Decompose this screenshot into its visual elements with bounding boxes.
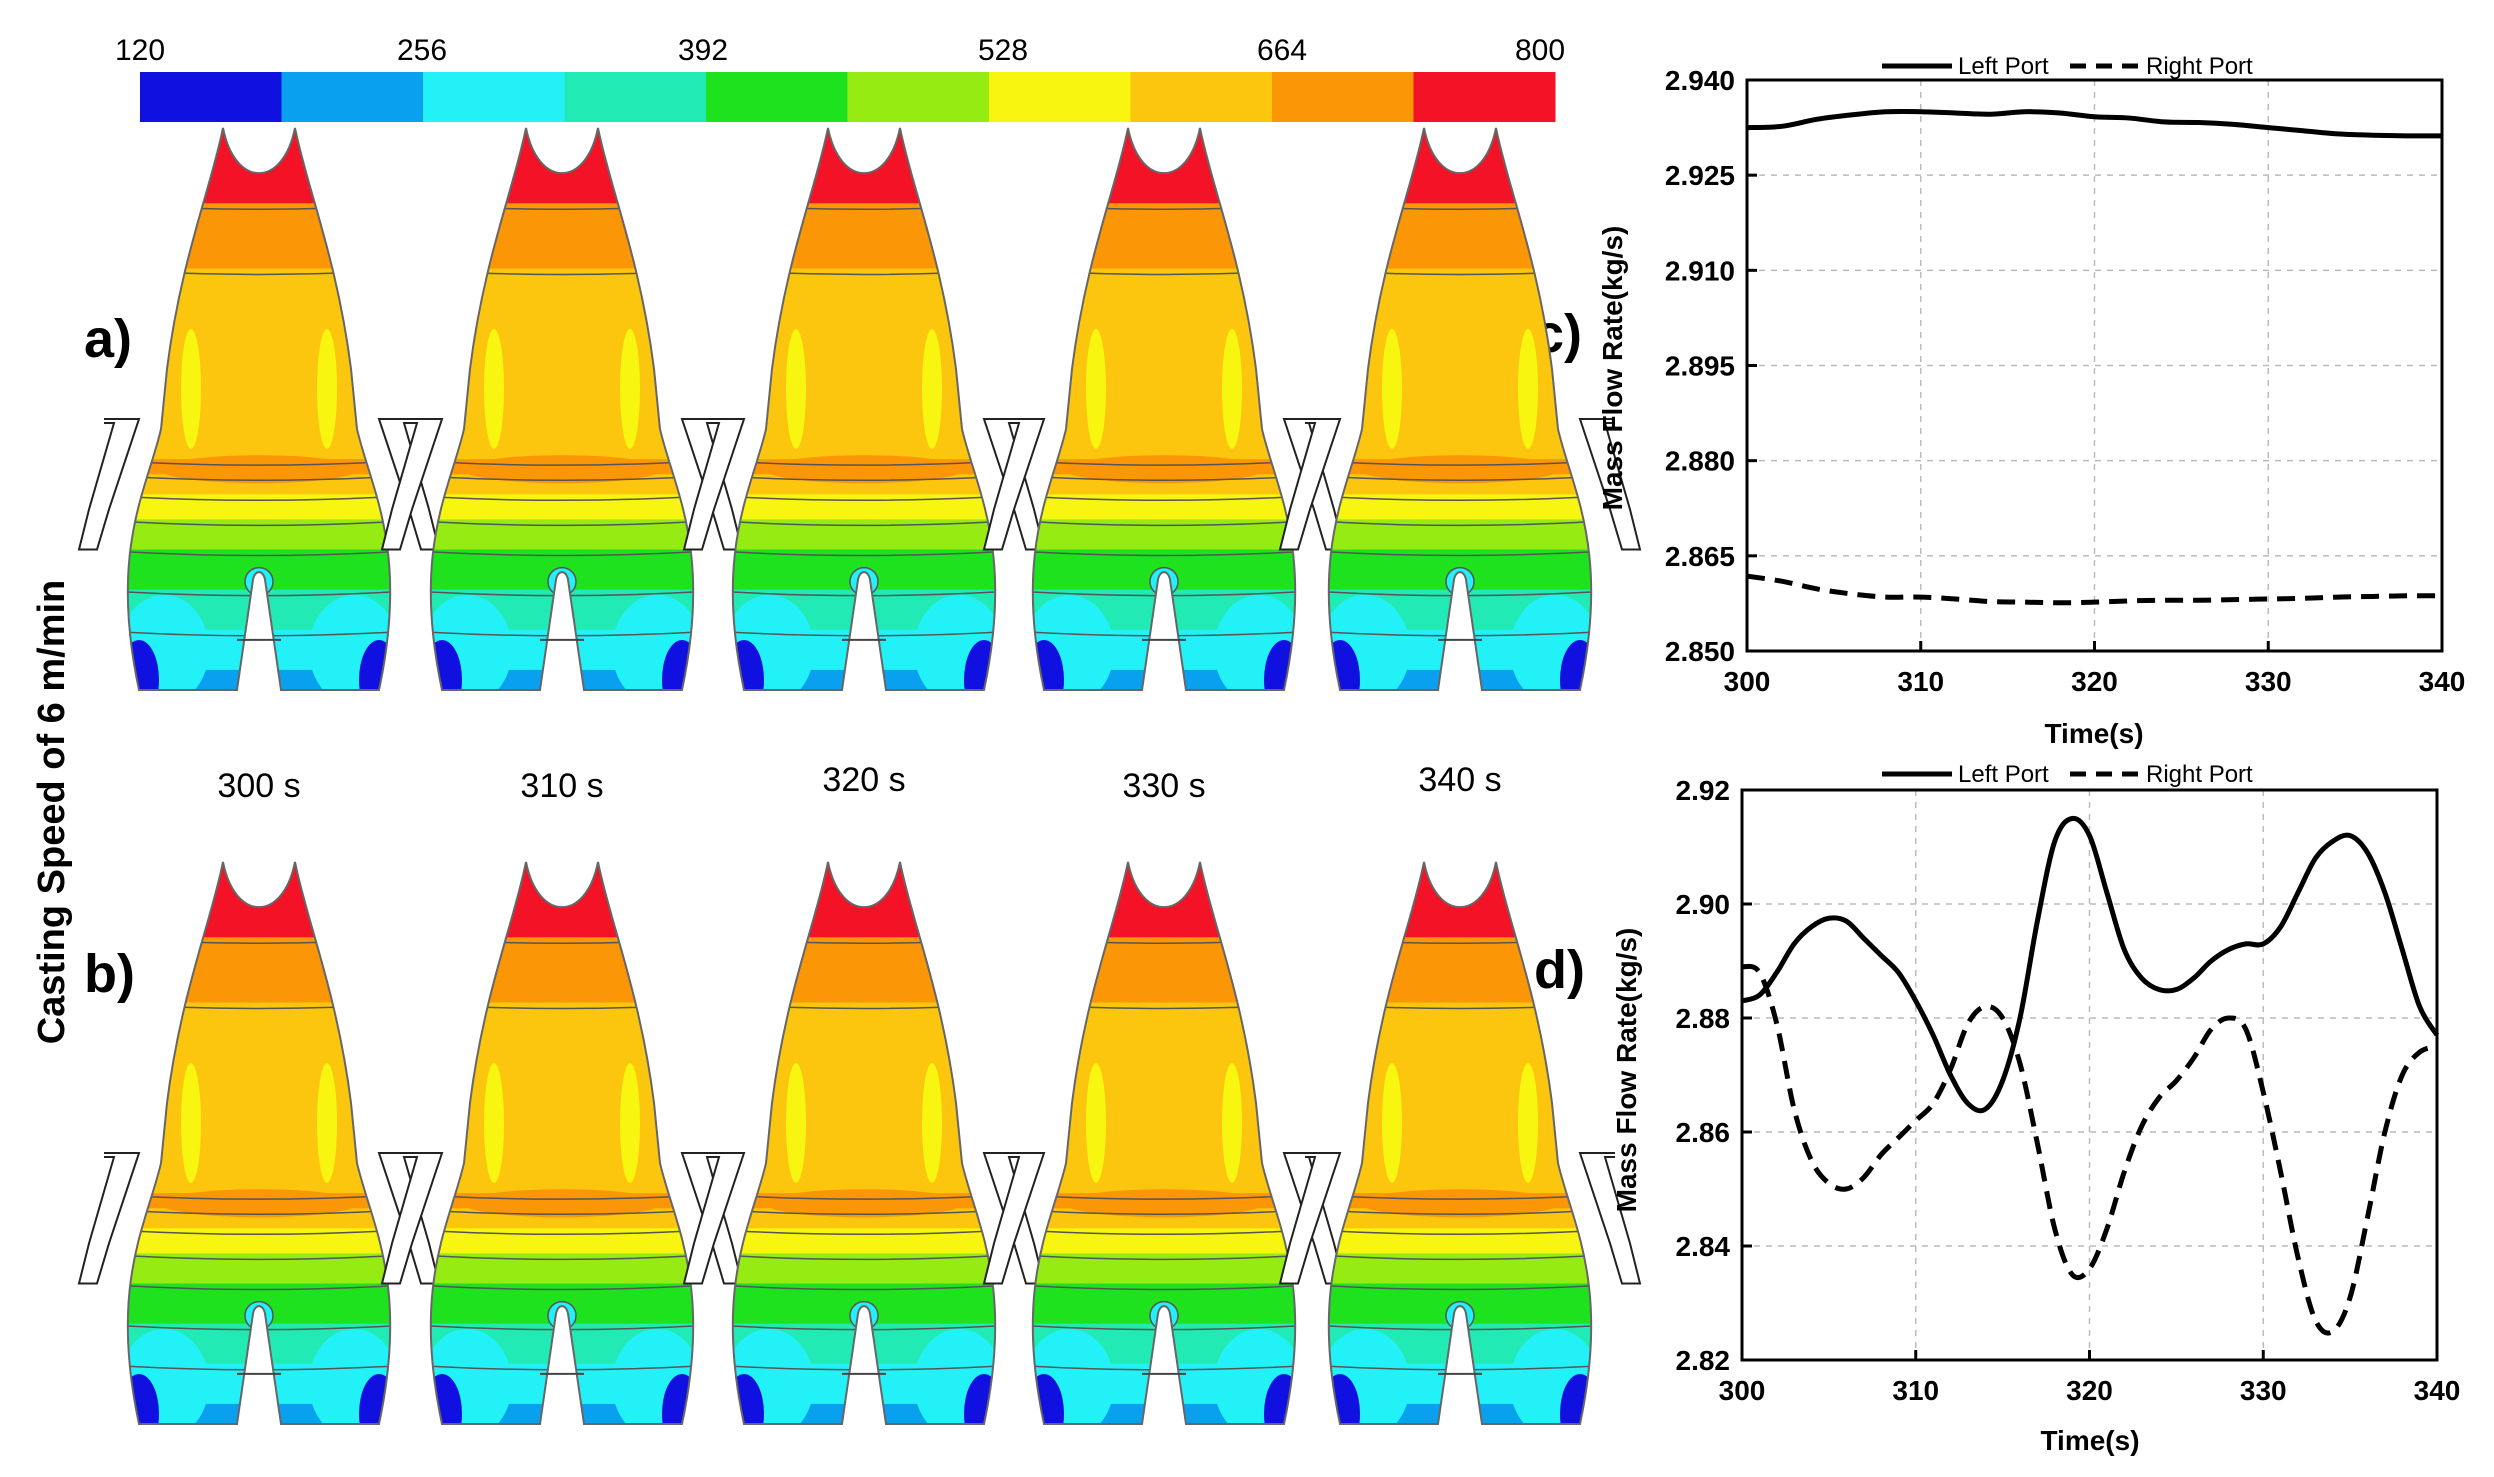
- colorbar-label-120: 120: [115, 34, 165, 67]
- time-label-330: 330 s: [1122, 767, 1205, 805]
- contour-panel-a-3: [682, 127, 1046, 691]
- colorbar-label-392: 392: [678, 34, 728, 67]
- contour-panel-b-4: [982, 861, 1346, 1425]
- chart-d-legend: Left Port Right Port: [1882, 761, 2253, 788]
- time-label-300: 300 s: [217, 767, 300, 805]
- contour-panel-a-5: [1278, 127, 1642, 691]
- chart-d-x-tick-340: 340: [2414, 1375, 2461, 1406]
- contour-panel-a-4: [982, 127, 1346, 691]
- chart-d-series-left-port: [1741, 815, 2440, 1114]
- chart-d-x-title: Time(s): [2040, 1425, 2139, 1456]
- colorbar-label-256: 256: [397, 34, 447, 67]
- panel-letter-b: b): [84, 944, 135, 1004]
- contour-panel-b-3: [682, 861, 1046, 1425]
- panel-letter-a: a): [84, 309, 132, 369]
- chart-c-y-tick-2.925: 2.925: [1665, 160, 1735, 191]
- chart-c-legend-left-label: Left Port: [1958, 53, 2049, 80]
- chart-d-legend-right-label: Right Port: [2146, 761, 2253, 788]
- chart-d-y-title: Mass Flow Rate(kg/s): [1611, 928, 1642, 1213]
- chart-d-y-tick-2.90: 2.90: [1676, 889, 1731, 920]
- colorbar-bands: [140, 72, 1556, 122]
- colorbar-label-800: 800: [1515, 34, 1565, 67]
- time-label-340: 340 s: [1418, 761, 1501, 799]
- chart-d-series-right-port: [1741, 963, 2438, 1336]
- colorbar-band-8: [1130, 72, 1273, 122]
- chart-c-y-tick-2.895: 2.895: [1665, 351, 1735, 382]
- colorbar-band-7: [989, 72, 1131, 122]
- chart-d-y-tick-2.84: 2.84: [1676, 1231, 1731, 1262]
- chart-c-x-title: Time(s): [2044, 718, 2143, 749]
- chart-c-y-ticks: 2.850 2.865 2.880 2.895 2.910 2.925 2.940: [1665, 65, 1757, 667]
- side-label: Casting Speed of 6 m/min: [31, 580, 73, 1045]
- colorbar-band-9: [1272, 72, 1414, 122]
- chart-c-y-tick-2.880: 2.880: [1665, 446, 1735, 477]
- colorbar-band-5: [706, 72, 848, 122]
- contour-panel-a-1: [77, 127, 441, 691]
- chart-c-x-tick-310: 310: [1897, 666, 1944, 697]
- chart-c-y-tick-2.865: 2.865: [1665, 541, 1735, 572]
- colorbar-band-10: [1413, 72, 1556, 122]
- contour-panel-b-2: [380, 861, 744, 1425]
- chart-c-x-tick-340: 340: [2419, 666, 2466, 697]
- chart-d-legend-left-label: Left Port: [1958, 761, 2049, 788]
- chart-c-x-tick-300: 300: [1724, 666, 1771, 697]
- chart-d-y-tick-2.92: 2.92: [1676, 775, 1731, 806]
- chart-d-y-ticks: 2.82 2.84 2.86 2.88 2.90 2.92: [1676, 775, 1752, 1376]
- colorbar-label-528: 528: [978, 34, 1028, 67]
- colorbar-band-3: [423, 72, 565, 122]
- chart-c-legend: Left Port Right Port: [1882, 53, 2253, 80]
- chart-c-grid: [1747, 80, 2442, 651]
- time-labels: 300 s 310 s 320 s 330 s 340 s: [217, 761, 1501, 805]
- colorbar-label-664: 664: [1257, 34, 1307, 67]
- chart-d: 2.82 2.84 2.86 2.88 2.90 2.92 300 310 320 330 340…: [1611, 761, 2460, 1456]
- chart-d-y-tick-2.86: 2.86: [1676, 1117, 1731, 1148]
- chart-c-series: [1746, 108, 2443, 606]
- colorbar-band-4: [564, 72, 707, 122]
- chart-d-grid: [1742, 790, 2437, 1360]
- time-label-310: 310 s: [520, 767, 603, 805]
- chart-d-y-tick-2.88: 2.88: [1676, 1003, 1731, 1034]
- colorbar-band-2: [281, 72, 424, 122]
- chart-d-x-tick-320: 320: [2066, 1375, 2113, 1406]
- chart-c-series-right-port: [1746, 573, 2443, 606]
- colorbar: 120 256 392 528 664 800: [115, 34, 1565, 122]
- panel-letter-d: d): [1534, 940, 1585, 1000]
- chart-d-x-ticks: 300 310 320 330 340: [1719, 1350, 2461, 1406]
- chart-d-y-tick-2.82: 2.82: [1676, 1345, 1731, 1376]
- contour-row-b: [77, 861, 1642, 1425]
- time-label-320: 320 s: [822, 761, 905, 799]
- colorbar-tick-labels: 120 256 392 528 664 800: [115, 34, 1565, 67]
- chart-d-x-tick-300: 300: [1719, 1375, 1766, 1406]
- chart-c-x-tick-330: 330: [2245, 666, 2292, 697]
- colorbar-band-6: [847, 72, 990, 122]
- chart-c-y-tick-2.940: 2.940: [1665, 65, 1735, 96]
- chart-c-legend-right-label: Right Port: [2146, 53, 2253, 80]
- contour-panel-a-2: [380, 127, 744, 691]
- chart-c-x-tick-320: 320: [2071, 666, 2118, 697]
- contour-panel-b-5: [1278, 861, 1642, 1425]
- contour-row-a: [77, 127, 1642, 691]
- chart-c-x-ticks: 300 310 320 330 340: [1724, 641, 2466, 697]
- chart-d-series: [1741, 815, 2440, 1336]
- chart-c-series-left-port: [1746, 108, 2443, 139]
- chart-d-x-tick-310: 310: [1892, 1375, 1939, 1406]
- colorbar-band-1: [140, 72, 282, 122]
- chart-c-y-tick-2.850: 2.850: [1665, 636, 1735, 667]
- chart-c-y-title: Mass Flow Rate(kg/s): [1597, 226, 1628, 511]
- chart-d-x-tick-330: 330: [2240, 1375, 2287, 1406]
- chart-c-y-tick-2.910: 2.910: [1665, 255, 1735, 286]
